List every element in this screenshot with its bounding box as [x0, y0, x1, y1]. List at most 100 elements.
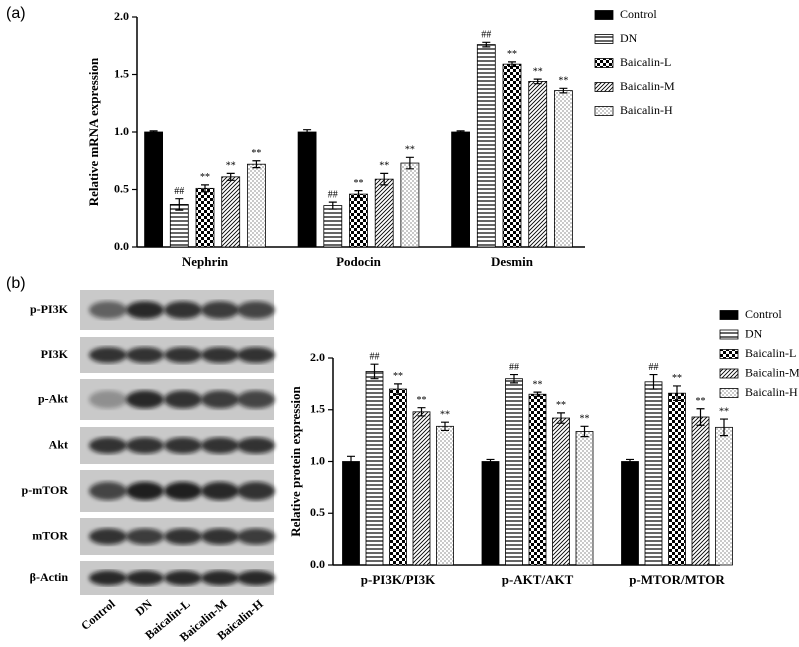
protein-label: mTOR — [32, 528, 68, 542]
error-bar — [559, 87, 568, 94]
error-bar — [175, 198, 184, 211]
lane-label: DN — [132, 596, 155, 618]
error-bar — [380, 172, 389, 186]
bar — [400, 162, 420, 248]
significance-label: ## — [174, 186, 184, 197]
significance-label: ## — [328, 189, 338, 200]
blot-band — [126, 301, 164, 319]
legend-swatch — [594, 106, 614, 116]
legend-swatch — [719, 368, 739, 379]
error-bar — [394, 383, 402, 395]
x-tick-label: p-AKT/AKT — [502, 572, 574, 587]
x-tick-label: p-PI3K/PI3K — [361, 572, 436, 587]
blot-band — [164, 528, 202, 545]
y-axis-label: Relative mRNA expression — [86, 57, 101, 206]
significance-label: ** — [405, 145, 415, 156]
significance-label: ## — [509, 362, 519, 373]
protein-label: PI3K — [41, 347, 69, 361]
blot-band — [126, 390, 164, 409]
blot-band — [164, 570, 202, 586]
blot-band — [164, 347, 202, 363]
significance-label: ** — [533, 66, 543, 77]
blot-band — [201, 347, 239, 363]
bar — [221, 176, 241, 248]
protein-label: p-Akt — [38, 391, 68, 405]
error-bar — [482, 41, 491, 48]
error-bar — [626, 458, 634, 465]
blot-band — [201, 390, 239, 409]
bar — [528, 81, 548, 248]
significance-label: ## — [370, 352, 380, 363]
blot-band — [237, 390, 275, 409]
error-bar — [252, 160, 261, 169]
significance-label: ** — [507, 49, 517, 60]
y-tick-label: 1.0 — [310, 453, 325, 467]
significance-label: ** — [719, 406, 729, 417]
bar — [144, 131, 164, 248]
legend-swatch — [719, 349, 739, 359]
error-bar — [354, 190, 363, 199]
significance-label: ## — [481, 30, 491, 41]
significance-label: ** — [556, 400, 566, 411]
protein-label: Akt — [49, 437, 68, 451]
significance-label: ** — [533, 379, 543, 390]
y-tick-label: 1.0 — [114, 124, 129, 138]
western-blot — [80, 290, 275, 595]
blot-band — [164, 301, 202, 319]
bar — [451, 131, 471, 248]
blot-band — [126, 528, 164, 545]
y-tick-label: 0.0 — [310, 557, 325, 571]
blot-band — [126, 481, 164, 501]
error-bar — [696, 408, 705, 426]
bar — [476, 44, 496, 248]
bar — [374, 178, 394, 248]
legend-swatch — [719, 388, 739, 398]
x-tick-label: p-MTOR/MTOR — [629, 572, 725, 587]
blot-band — [201, 570, 239, 586]
bar — [365, 371, 384, 566]
legend-label: Control — [745, 307, 782, 321]
legend-label: DN — [745, 326, 763, 340]
protein-label: p-mTOR — [22, 483, 69, 497]
error-bar — [328, 201, 337, 210]
y-axis-label: Relative protein expression — [288, 386, 303, 537]
bar — [528, 393, 547, 566]
bar — [195, 187, 215, 248]
error-bar — [510, 373, 518, 384]
blot-band — [201, 301, 239, 319]
bar — [575, 431, 594, 566]
blot-band — [164, 437, 202, 454]
error-bar — [580, 425, 589, 438]
blot-band — [126, 347, 164, 363]
error-bar — [508, 61, 516, 68]
legend-swatch — [594, 58, 614, 68]
blot-band — [201, 437, 239, 454]
protein-label: β-Actin — [30, 570, 69, 584]
error-bar — [456, 130, 465, 134]
blot-band — [89, 481, 127, 501]
legend-label: Baicalin-H — [745, 385, 798, 399]
blot-band — [201, 481, 239, 501]
legend-label: Baicalin-M — [745, 365, 799, 379]
lane-label: Control — [78, 596, 118, 633]
blot-band — [126, 437, 164, 454]
error-bar — [201, 184, 209, 193]
blot-band — [237, 347, 275, 363]
bar — [552, 417, 570, 566]
y-tick-label: 0.5 — [114, 181, 129, 195]
blot-band — [89, 528, 127, 545]
bar — [323, 205, 343, 248]
legend-label: Baicalin-M — [620, 79, 675, 93]
legend-label: Baicalin-H — [620, 103, 673, 117]
legend-swatch — [594, 10, 614, 20]
bar — [349, 193, 368, 248]
blot-band — [126, 570, 164, 586]
y-tick-label: 0.0 — [114, 239, 129, 253]
blot-band — [237, 481, 275, 501]
error-bar — [303, 129, 312, 135]
blot-band — [237, 528, 275, 545]
bar — [691, 416, 710, 566]
blot-band — [89, 390, 127, 409]
error-bar — [149, 130, 158, 134]
legend-swatch — [594, 82, 614, 92]
